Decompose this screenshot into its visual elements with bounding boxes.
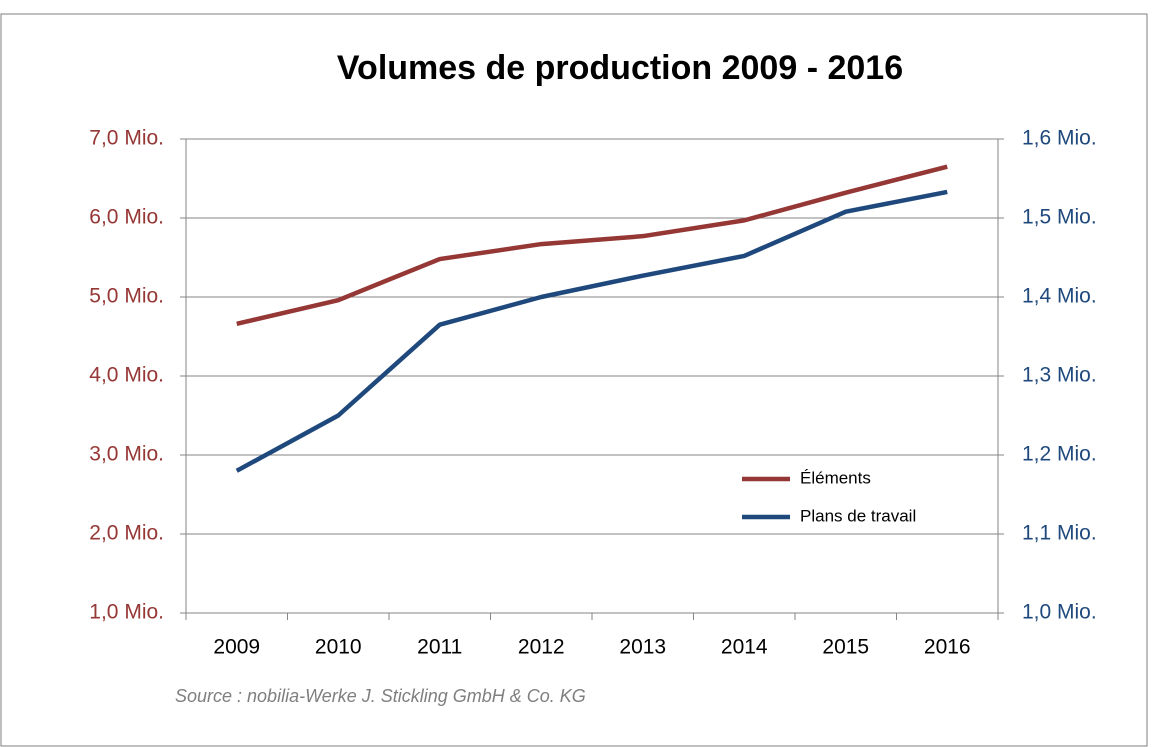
x-tick-label: 2009 xyxy=(213,636,260,659)
y2-tick-label: 1,5 Mio. xyxy=(1022,206,1097,229)
y2-tick-label: 1,1 Mio. xyxy=(1022,522,1097,545)
legend-label: Plans de travail xyxy=(800,506,916,525)
x-tick-label: 2012 xyxy=(518,636,565,659)
y2-tick-label: 1,6 Mio. xyxy=(1022,127,1097,150)
y2-tick-label: 1,3 Mio. xyxy=(1022,364,1097,387)
series-line xyxy=(236,164,948,327)
y-tick-label: 6,0 Mio. xyxy=(89,206,164,229)
y2-tick-label: 1,4 Mio. xyxy=(1022,285,1097,308)
x-tick-label: 2013 xyxy=(619,636,666,659)
source: Source : nobilia-Werke J. Stickling GmbH… xyxy=(175,686,586,706)
x-tick-label: 2010 xyxy=(315,636,362,659)
x-tick-label: 2011 xyxy=(417,636,462,659)
y2-tick-label: 1,2 Mio. xyxy=(1022,443,1097,466)
y2-tick-label: 1,0 Mio. xyxy=(1022,601,1097,624)
x-tick-label: 2016 xyxy=(924,636,971,659)
y-tick-label: 4,0 Mio. xyxy=(89,364,164,387)
y-tick-label: 2,0 Mio. xyxy=(89,522,164,545)
x-tick-label: 2015 xyxy=(822,636,869,659)
y-tick-label: 3,0 Mio. xyxy=(89,443,164,466)
frame xyxy=(0,13,1148,747)
y-tick-label: 5,0 Mio. xyxy=(89,285,164,308)
x-tick-label: 2014 xyxy=(721,636,768,659)
y-tick-label: 7,0 Mio. xyxy=(89,127,164,150)
legend-label: Éléments xyxy=(800,468,871,487)
chart-title: Volumes de production 2009 - 2016 xyxy=(337,49,903,87)
y-tick-label: 1,0 Mio. xyxy=(89,601,164,624)
series-line xyxy=(235,189,948,473)
